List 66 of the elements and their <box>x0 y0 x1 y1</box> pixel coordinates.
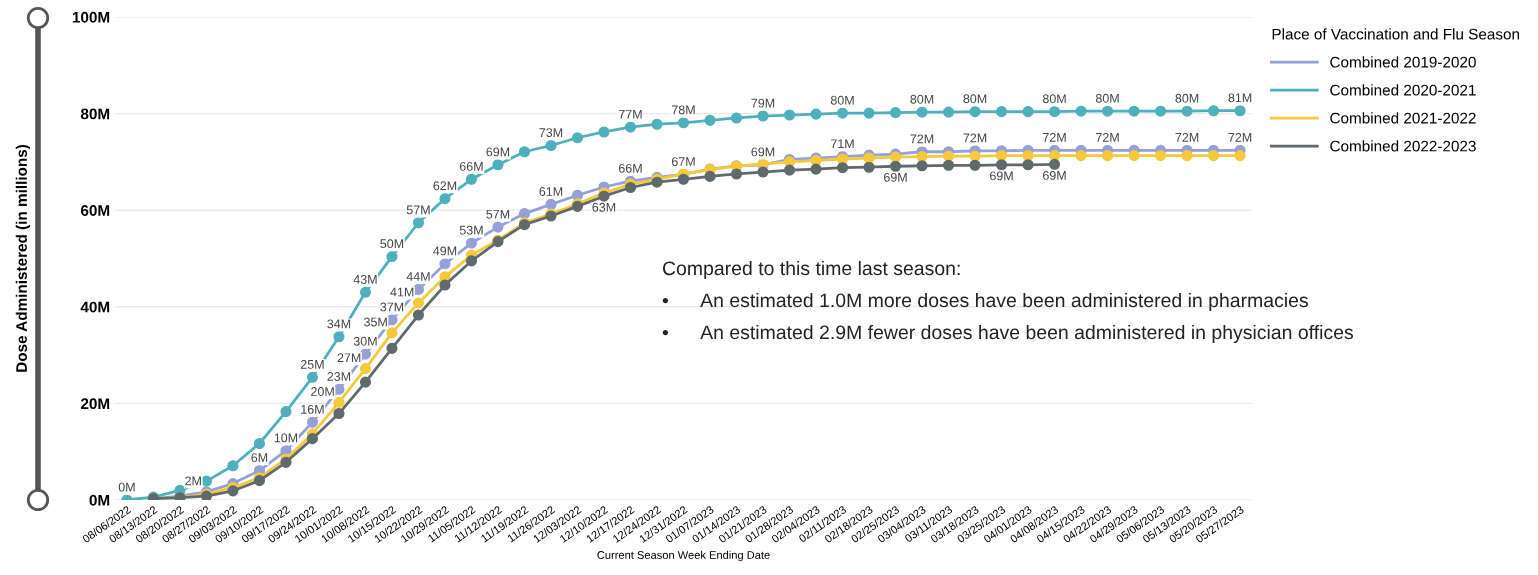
y-tick-label: 80M <box>80 108 110 120</box>
data-label: 72M <box>1043 132 1066 142</box>
data-label: 80M <box>830 95 854 105</box>
data-label: 80M <box>1095 93 1119 103</box>
data-label: 53M <box>459 225 483 235</box>
data-label: 50M <box>380 239 404 249</box>
legend-label: Combined 2020-2021 <box>1330 84 1476 96</box>
data-label: 10M <box>274 433 298 443</box>
y-tick-label: 100M <box>72 11 110 23</box>
data-label: 67M <box>671 157 695 166</box>
data-label: 25M <box>300 360 324 369</box>
data-label: 27M <box>337 353 361 363</box>
y-tick-label: 40M <box>80 301 110 313</box>
data-label: 81M <box>1228 93 1252 103</box>
data-label: 43M <box>353 274 377 284</box>
data-label: 71M <box>831 139 854 148</box>
data-label: 2M <box>185 476 201 486</box>
data-label: 35M <box>363 317 387 327</box>
data-label: 23M <box>327 372 351 381</box>
data-label: 6M <box>251 453 268 463</box>
data-label: 62M <box>433 181 457 191</box>
data-label: 73M <box>539 128 563 138</box>
data-label: 77M <box>618 109 642 119</box>
data-label: 37M <box>380 302 404 312</box>
data-label: 49M <box>433 246 457 256</box>
data-label: 57M <box>406 205 430 215</box>
data-label: 20M <box>311 387 334 396</box>
data-label: 16M <box>301 404 324 414</box>
data-label: 66M <box>618 163 642 173</box>
y-tick-label: 0M <box>89 494 110 506</box>
x-axis-title: Current Season Week Ending Date <box>597 550 770 562</box>
data-label: 44M <box>406 272 430 281</box>
data-label: 72M <box>1096 132 1119 142</box>
data-label: 57M <box>486 209 510 219</box>
data-label: 69M <box>884 172 907 182</box>
data-label: 72M <box>1228 132 1252 142</box>
data-label: 72M <box>910 134 934 144</box>
y-tick-label: 20M <box>80 398 110 410</box>
legend-label: Combined 2022-2023 <box>1330 140 1476 152</box>
y-tick-label: 60M <box>80 205 110 216</box>
data-label: 30M <box>353 336 377 346</box>
y-axis-title: Dose Administered (in millions) <box>15 144 30 372</box>
data-label: 61M <box>539 187 563 196</box>
data-label: 34M <box>327 319 351 329</box>
data-label: 66M <box>459 161 483 171</box>
data-label: 69M <box>486 147 510 157</box>
data-label: 0M <box>118 482 135 492</box>
data-label: 80M <box>963 94 987 104</box>
legend-label: Combined 2019-2020 <box>1330 56 1476 68</box>
legend-label: Combined 2021-2022 <box>1330 112 1476 124</box>
annotation: • An estimated 1.0M more doses have been administered in pharmacies <box>662 292 1308 312</box>
data-label: 80M <box>1042 94 1066 104</box>
data-label: 72M <box>963 133 987 143</box>
data-label: 78M <box>671 105 695 115</box>
data-label: 80M <box>1175 93 1199 103</box>
data-label: 69M <box>1043 170 1066 180</box>
annotation: Compared to this time last season: <box>662 260 960 280</box>
data-label: 63M <box>592 202 616 212</box>
annotation: • An estimated 2.9M fewer doses have been administered in physician offices <box>662 324 1354 344</box>
data-label: 80M <box>910 94 934 104</box>
data-label: 72M <box>1175 132 1199 142</box>
data-label: 69M <box>990 171 1013 181</box>
data-label: 69M <box>751 147 775 157</box>
data-label: 79M <box>751 98 775 108</box>
data-label: 41M <box>390 287 414 297</box>
legend-title: Place of Vaccination and Flu Season <box>1272 28 1520 40</box>
